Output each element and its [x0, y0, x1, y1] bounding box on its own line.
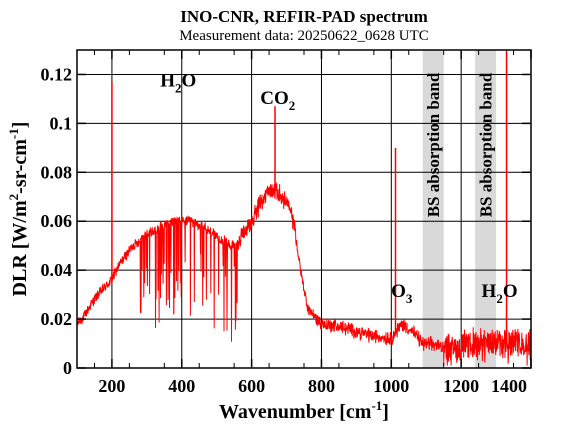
x-tick-label: 1000 [373, 376, 409, 396]
x-axis-label: Wavenumber [cm-1] [219, 398, 389, 423]
annotations: H2O CO2 O3 H2O [160, 71, 517, 306]
y-tick-label: 0.06 [41, 211, 73, 231]
y-tick-label: 0 [63, 358, 72, 378]
y-tick-label: 0.02 [41, 309, 73, 329]
chart-subtitle: Measurement data: 20250622_0628 UTC [179, 28, 429, 44]
x-tick-label: 400 [168, 376, 195, 396]
chart-title: INO-CNR, REFIR-PAD spectrum [180, 7, 428, 26]
absorption-band [475, 50, 497, 368]
y-tick-label: 0.12 [41, 64, 73, 84]
molecule-annotation: O3 [391, 281, 413, 306]
absorption-band-label: BS absorption band [424, 72, 443, 217]
y-tick-label: 0.1 [50, 113, 73, 133]
spectrum-line [76, 182, 532, 366]
x-tick-label: 1200 [443, 376, 479, 396]
x-tick-label: 600 [238, 376, 265, 396]
axis-ticks: 200 400 600 800 1000 1200 1400 0 0.02 0.04 0.06 0.0… [41, 50, 532, 396]
y-tick-label: 0.08 [41, 162, 73, 182]
molecule-annotation: CO2 [260, 88, 295, 113]
absorption-bands: BS absorption band BS absorption band [422, 50, 497, 368]
y-tick-label: 0.04 [41, 260, 73, 280]
spectrum-series [76, 50, 532, 366]
molecule-annotation: H2O [160, 71, 196, 96]
y-axis-label: DLR [W/m2-sr-cm-1] [6, 122, 31, 297]
absorption-band-label: BS absorption band [477, 72, 496, 217]
molecule-annotation: H2O [482, 281, 518, 306]
x-tick-label: 1400 [491, 376, 527, 396]
x-tick-label: 800 [308, 376, 335, 396]
x-tick-label: 200 [98, 376, 125, 396]
absorption-band [422, 50, 444, 368]
